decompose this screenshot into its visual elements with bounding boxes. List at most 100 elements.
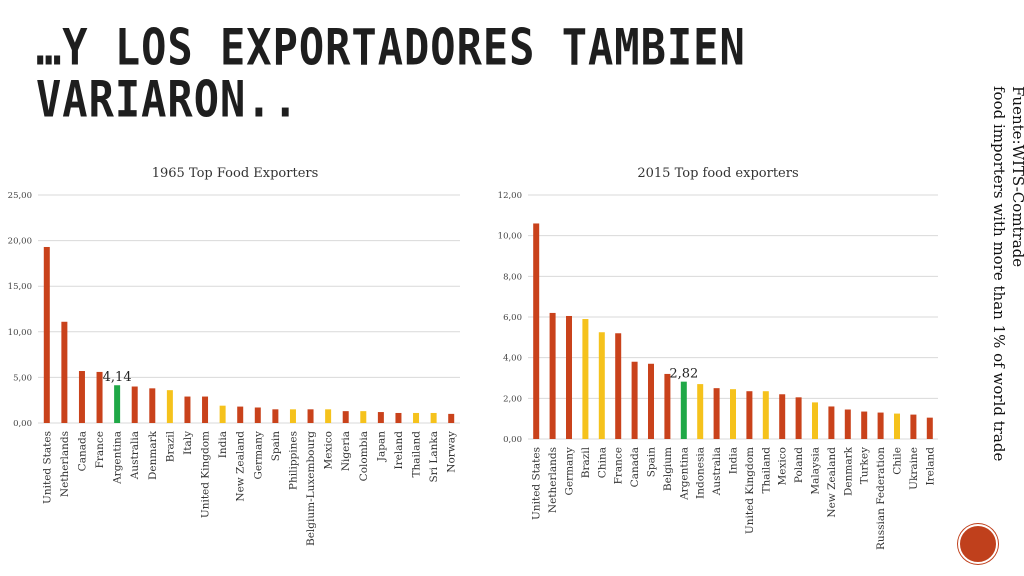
y-tick-label: 5,00 <box>13 373 32 383</box>
y-tick-label: 8,00 <box>503 272 522 282</box>
x-tick-label: Ireland <box>924 447 936 486</box>
x-tick-label: Poland <box>793 447 805 483</box>
bar <box>549 312 556 439</box>
x-tick-label: Thailand <box>760 447 772 494</box>
y-tick-label: 10,00 <box>498 232 522 242</box>
x-tick-label: Chile <box>892 447 904 475</box>
x-tick-label: Germany <box>564 447 576 496</box>
x-tick-label: United States <box>41 431 53 504</box>
bar <box>894 413 900 439</box>
x-tick-label: Ukraine <box>908 447 920 490</box>
y-tick-label: 0,00 <box>13 419 32 429</box>
bar <box>395 412 402 423</box>
x-tick-label: Spain <box>646 447 658 478</box>
x-tick-label: Italy <box>182 431 194 455</box>
bar <box>730 389 736 439</box>
bar <box>812 402 818 439</box>
x-tick-label: Belgium <box>662 447 674 491</box>
bar <box>202 396 209 423</box>
x-tick-label: Indonesia <box>695 447 707 499</box>
x-tick-label: Argentina <box>678 447 690 501</box>
bar <box>779 394 786 439</box>
x-tick-label: Australia <box>129 431 141 480</box>
bar <box>877 412 884 439</box>
y-tick-label: 0,00 <box>503 435 522 445</box>
bar <box>413 412 420 423</box>
bar <box>325 409 332 423</box>
x-tick-label: Germany <box>252 431 264 480</box>
bar <box>828 406 835 439</box>
bar <box>648 363 654 439</box>
bar <box>926 417 933 439</box>
x-tick-label: Belgium-Luxembourg <box>305 431 317 546</box>
bar <box>78 371 85 423</box>
slide-title: …Y LOS EXPORTADORES TAMBIEN VARIARON.. <box>36 18 746 129</box>
bar <box>844 409 851 439</box>
bar <box>96 371 103 423</box>
bar <box>342 411 349 423</box>
bar <box>254 407 261 423</box>
chart-title: 2015 Top food exporters <box>637 166 798 181</box>
bar <box>448 413 455 423</box>
x-tick-label: Norway <box>446 431 458 473</box>
x-tick-label: Ireland <box>393 431 405 470</box>
x-tick-label: Japan <box>375 431 387 462</box>
chart-title: 1965 Top Food Exporters <box>152 166 319 181</box>
bar <box>713 388 720 439</box>
y-tick-label: 6,00 <box>503 313 522 323</box>
x-tick-label: France <box>613 447 625 484</box>
x-tick-label: United Kingdom <box>200 431 212 518</box>
x-tick-label: Australia <box>711 447 723 496</box>
bar <box>272 409 279 423</box>
x-tick-label: Canada <box>629 447 641 487</box>
x-tick-label: Brazil <box>580 446 592 478</box>
bar <box>762 391 769 439</box>
y-tick-label: 15,00 <box>8 282 32 292</box>
x-tick-label: Denmark <box>147 430 159 480</box>
bar <box>360 411 367 423</box>
x-tick-label: Netherlands <box>547 447 559 513</box>
source-line-1: Fuente:WITS-Comtrade <box>1009 86 1024 268</box>
bar <box>582 319 589 439</box>
x-tick-label: Turkey <box>859 447 871 484</box>
bar <box>43 246 50 423</box>
bar <box>289 409 296 423</box>
bar <box>184 396 191 423</box>
bar <box>237 406 244 423</box>
x-tick-label: Mexico <box>323 431 335 469</box>
bar <box>910 414 917 439</box>
bar <box>377 412 384 423</box>
source-line-2: food importers with more than 1% of worl… <box>990 86 1008 462</box>
x-tick-label: Denmark <box>842 446 854 496</box>
x-tick-label: Canada <box>76 431 88 471</box>
x-tick-label: Mexico <box>777 447 789 485</box>
bar <box>680 381 687 439</box>
bar <box>219 405 226 423</box>
x-tick-label: New Zealand <box>826 447 838 518</box>
y-tick-label: 20,00 <box>8 237 32 247</box>
data-label: 4,14 <box>103 370 132 385</box>
x-tick-label: Philippines <box>287 431 299 490</box>
bar <box>131 386 138 423</box>
bar <box>149 388 156 423</box>
y-tick-label: 12,00 <box>498 191 522 201</box>
bar <box>166 390 173 423</box>
x-tick-label: Russian Federation <box>875 447 887 550</box>
x-tick-label: Sri Lanka <box>428 431 440 483</box>
bar <box>861 411 868 439</box>
bar <box>795 397 802 439</box>
x-tick-label: Brazil <box>164 430 176 462</box>
source-note: Fuente:WITS-Comtrade food importers with… <box>975 86 1024 526</box>
x-tick-label: Thailand <box>411 431 423 478</box>
x-tick-label: France <box>94 431 106 468</box>
bar <box>598 332 605 439</box>
x-tick-label: Spain <box>270 431 282 462</box>
bar <box>114 385 121 423</box>
data-label: 2,82 <box>669 367 698 382</box>
x-tick-label: United States <box>531 447 543 520</box>
bar <box>746 391 753 439</box>
x-tick-label: India <box>728 447 740 474</box>
x-tick-label: China <box>596 447 608 478</box>
y-tick-label: 10,00 <box>8 328 32 338</box>
